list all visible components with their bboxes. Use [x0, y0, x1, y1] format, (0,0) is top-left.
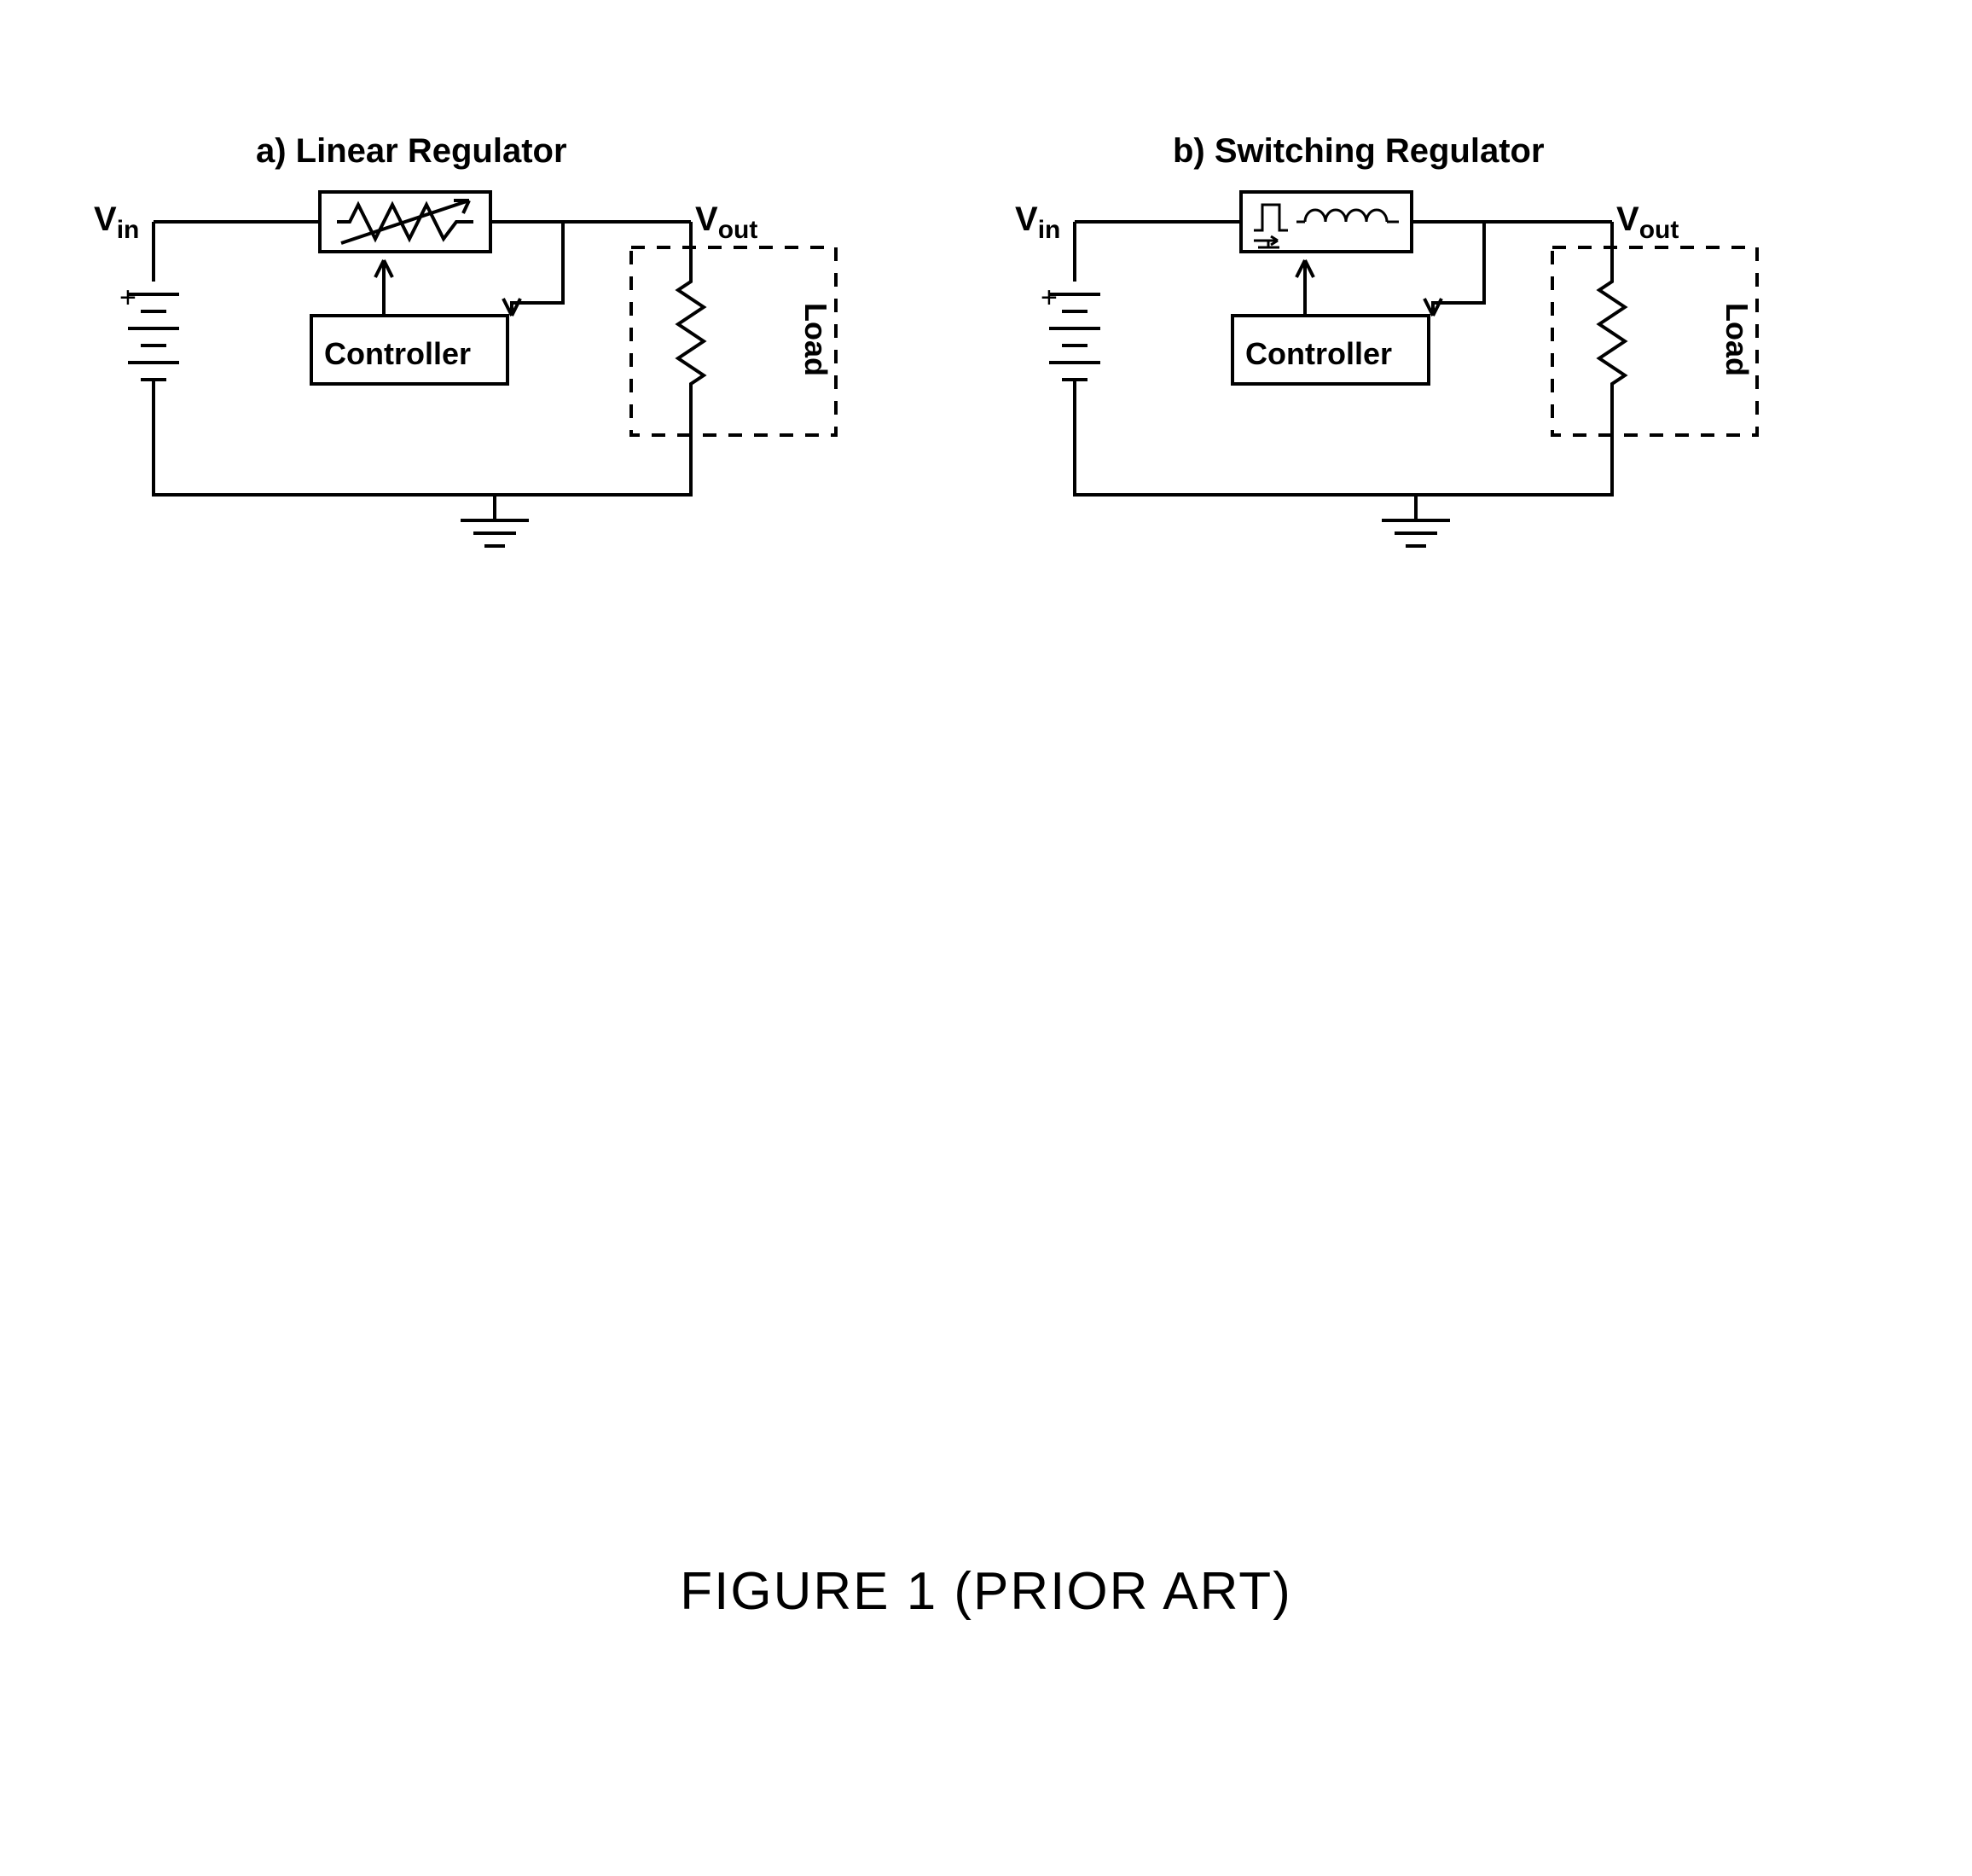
svg-text:+: + — [1041, 282, 1058, 314]
circuit-a-diagram: + — [85, 179, 913, 691]
figure-caption: FIGURE 1 (PRIOR ART) — [0, 1561, 1972, 1622]
page: a) Linear Regulator Vin Vout Controller … — [0, 0, 1972, 1876]
circuit-a-title: a) Linear Regulator — [256, 132, 567, 171]
circuit-b-diagram: + — [1006, 179, 1834, 691]
svg-text:+: + — [119, 282, 136, 314]
circuit-b-title: b) Switching Regulator — [1173, 132, 1545, 171]
